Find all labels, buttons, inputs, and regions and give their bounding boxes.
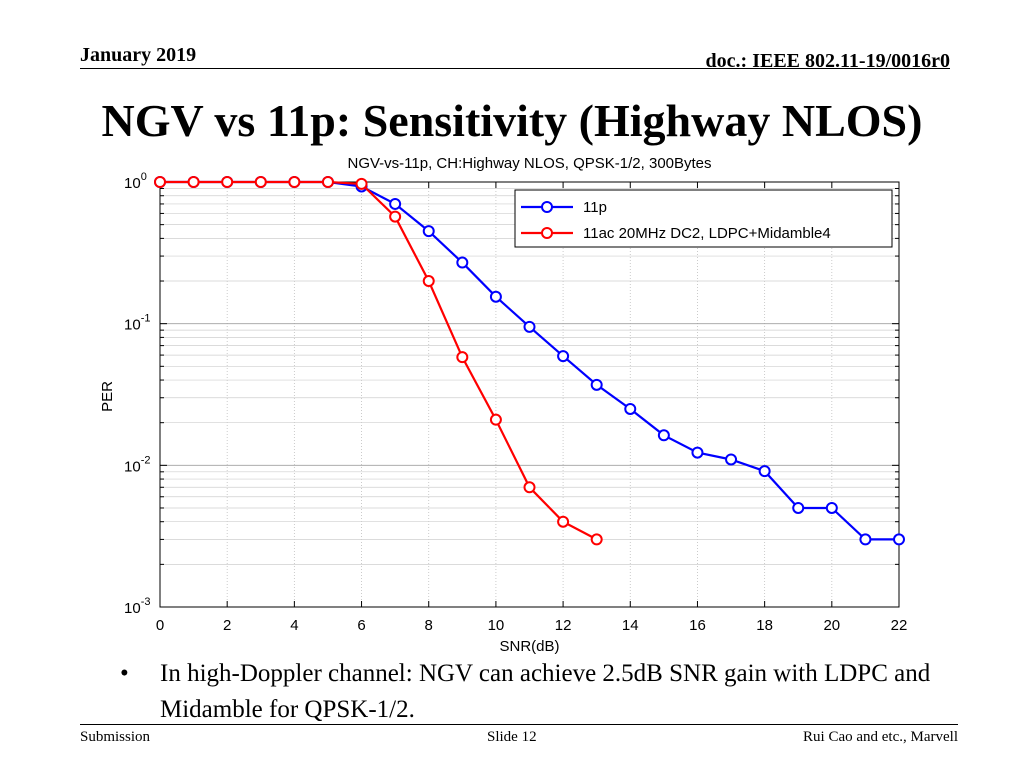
legend-marker [541,201,553,213]
data-point [825,501,838,514]
slide-title: NGV vs 11p: Sensitivity (Highway NLOS) [101,95,923,146]
x-tick-label: 22 [891,617,908,634]
data-point [590,378,603,391]
data-point [489,413,502,426]
data-point [422,225,435,238]
x-tick-label: 16 [689,617,706,634]
y-tick-label: 10-2 [124,454,150,475]
x-axis-label: SNR(dB) [499,638,559,655]
data-point [355,177,368,190]
x-tick-label: 2 [223,617,231,634]
x-tick-label: 4 [290,617,298,634]
x-tick-label: 10 [488,617,505,634]
plot-frame [159,181,900,608]
x-tick-label: 6 [357,617,365,634]
y-tick-label: 10-3 [124,596,150,617]
x-tick-label: 20 [823,617,840,634]
data-point [389,210,402,223]
x-tick-label: 18 [756,617,773,634]
plot-area [160,182,899,607]
data-point [792,501,805,514]
bullet-text: In high-Doppler channel: NGV can achieve… [160,660,931,723]
footer-divider [80,724,958,725]
x-tick-label: 0 [156,617,164,634]
bullet-marker: • [120,660,129,687]
y-tick-exponent: 0 [141,171,147,183]
data-point [221,176,234,188]
data-point [389,197,402,210]
footer-slide-number: Slide 12 [487,729,537,745]
x-tick-label: 14 [622,617,639,634]
data-point [523,320,536,333]
header-date: January 2019 [80,44,197,66]
data-point [523,481,536,494]
data-point [154,176,166,188]
data-point [859,533,872,546]
header-doc-id: doc.: IEEE 802.11-19/0016r0 [705,50,950,72]
x-tick-label: 8 [425,617,433,634]
y-tick-exponent: -1 [141,313,151,325]
data-point [893,533,905,546]
data-point [288,176,301,188]
y-tick-label: 10-1 [124,313,150,334]
y-tick-label: 100 [124,171,147,192]
data-point [254,176,267,188]
data-point [456,351,469,364]
header-divider [80,68,950,69]
data-point [422,275,435,288]
legend-entry: 11p [583,199,607,216]
data-point [725,453,738,466]
legend-marker [541,227,553,239]
footer-submission: Submission [80,729,151,745]
data-point [691,446,704,459]
data-point [590,533,603,546]
data-point [557,515,570,528]
data-point [624,402,637,415]
data-point [557,350,570,363]
data-point [187,176,200,188]
legend-entry: 11ac 20MHz DC2, LDPC+Midamble4 [583,225,831,242]
data-point [758,465,771,478]
legend-box [514,189,893,248]
chart-title: NGV-vs-11p, CH:Highway NLOS, QPSK-1/2, 3… [347,155,711,172]
data-point [657,429,670,442]
footer-author: Rui Cao and etc., Marvell [803,729,958,745]
y-tick-exponent: -2 [141,454,151,466]
x-tick-label: 12 [555,617,572,634]
data-point [321,176,334,188]
y-axis-label: PER [99,381,116,412]
data-point [456,256,469,269]
y-tick-exponent: -3 [141,596,151,608]
data-point [489,290,502,303]
